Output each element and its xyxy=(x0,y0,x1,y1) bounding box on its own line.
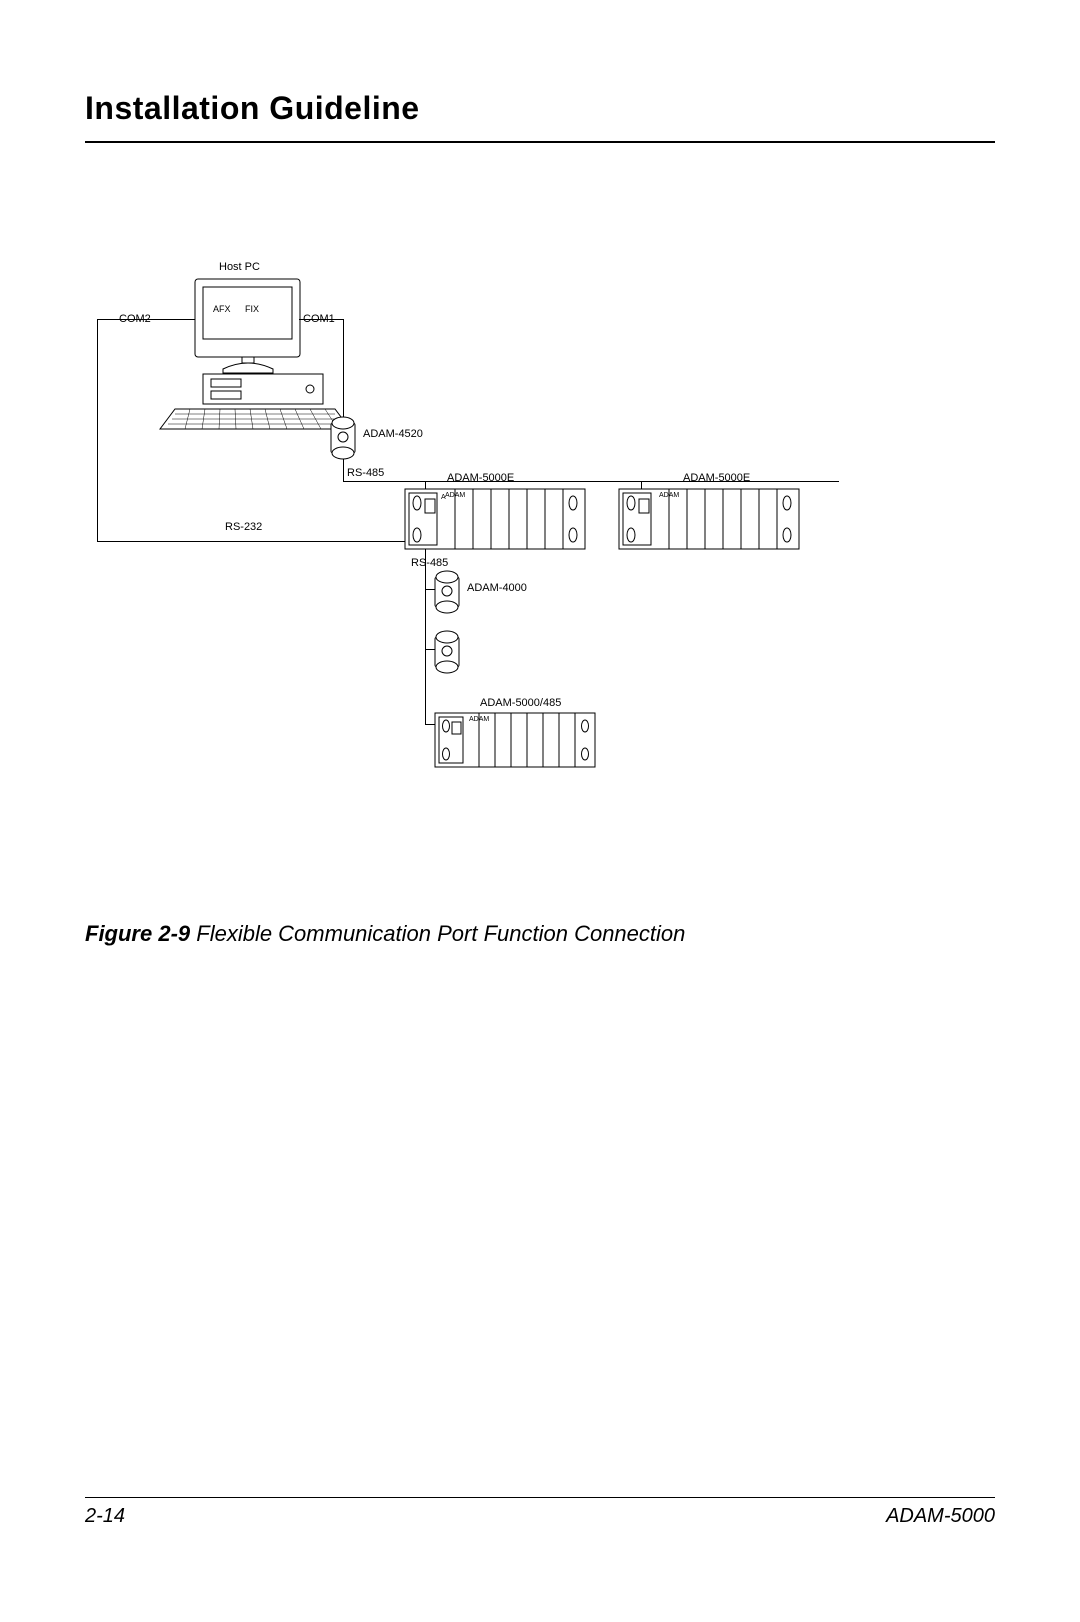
rs232-label: RS-232 xyxy=(225,521,262,533)
rule-top xyxy=(85,141,995,143)
adam-brand-3: ADAM xyxy=(469,716,489,723)
adam-4000-label: ADAM-4000 xyxy=(467,582,527,594)
figure-diagram: Host PC xyxy=(85,261,995,881)
adam-5000e-2-icon xyxy=(619,489,799,549)
rs485-mid-label: RS-485 xyxy=(411,557,448,569)
page-heading: Installation Guideline xyxy=(85,90,995,141)
screen-afx: AFX xyxy=(213,304,231,314)
figure-number: Figure 2-9 xyxy=(85,921,190,946)
adam-brand-2: ADAM xyxy=(659,492,679,499)
adam-5000e-1-label: ADAM-5000E xyxy=(447,472,514,484)
product-name: ADAM-5000 xyxy=(886,1505,995,1528)
host-pc-label: Host PC xyxy=(219,261,260,273)
figure-text: Flexible Communication Port Function Con… xyxy=(190,921,685,946)
page-number: 2-14 xyxy=(85,1505,125,1528)
rs485-top-label: RS-485 xyxy=(347,467,384,479)
adam-5000e-2-label: ADAM-5000E xyxy=(683,472,750,484)
adam-4520-label: ADAM-4520 xyxy=(363,428,423,440)
rule-bottom xyxy=(85,1497,995,1498)
adam-5000-485-label: ADAM-5000/485 xyxy=(480,697,561,709)
screen-fix: FIX xyxy=(245,304,259,314)
host-pc-icon xyxy=(145,279,345,434)
adam-4520-icon xyxy=(331,417,355,459)
adam-5000e-1-icon: A xyxy=(405,489,585,549)
figure-caption: Figure 2-9 Flexible Communication Port F… xyxy=(85,921,995,947)
adam-brand-1: ADAM xyxy=(445,492,465,499)
adam-4000-icon-2 xyxy=(435,631,459,673)
adam-4000-icon-1 xyxy=(435,571,459,613)
adam-5000-485-icon xyxy=(435,713,595,767)
